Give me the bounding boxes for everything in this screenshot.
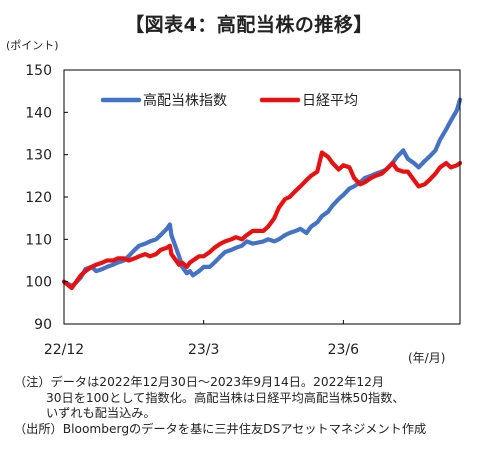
legend-label: 高配当株指数 (143, 92, 227, 109)
legend-label: 日経平均 (302, 93, 358, 109)
note-line-2: 30日を100として指数化。高配当株は日経平均高配当株50指数、 (14, 391, 426, 407)
source-line: （出所）Bloombergのデータを基に三井住友DSアセットマネジメント作成 (14, 422, 426, 438)
footnotes: （注）データは2022年12月30日～2023年9月14日。2022年12月 3… (14, 375, 426, 437)
y-tick-labels: 90 100 110 120 130 140 150 (25, 63, 52, 333)
y-tick-label: 140 (25, 105, 52, 121)
x-tick-label: 23/6 (328, 342, 360, 358)
note-line-3: いずれも配当込み。 (14, 406, 426, 422)
y-tick-label: 90 (34, 317, 52, 333)
series-line-nikkei (64, 153, 460, 289)
y-tick-label: 150 (25, 63, 52, 79)
legend: 高配当株指数 日経平均 (103, 92, 358, 109)
y-tick-label: 100 (25, 275, 52, 291)
plot-frame (64, 70, 460, 324)
y-tick-label: 130 (25, 148, 52, 164)
y-tick-label: 110 (25, 232, 52, 248)
x-tick-marks (64, 320, 343, 324)
x-tick-labels: 22/12 23/3 23/6 (44, 342, 359, 358)
x-tick-label: 22/12 (44, 342, 84, 358)
note-line-1: （注）データは2022年12月30日～2023年9月14日。2022年12月 (14, 375, 426, 391)
y-tick-label: 120 (25, 190, 52, 206)
x-tick-label: 23/3 (188, 342, 219, 358)
series-lines (64, 100, 460, 288)
